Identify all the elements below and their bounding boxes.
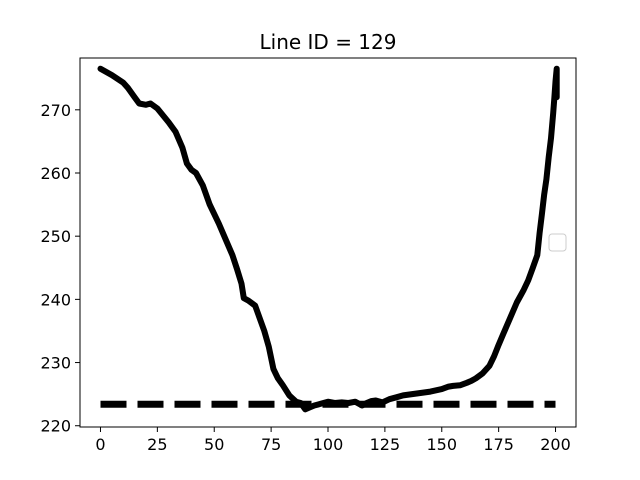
x-tick-label: 75 [261, 435, 281, 454]
x-tick-label: 150 [426, 435, 457, 454]
chart-title: Line ID = 129 [260, 30, 397, 54]
y-tick-label: 230 [40, 354, 71, 373]
series-layer [97, 65, 560, 413]
y-axis: 220 230 240 250 260 270 [40, 101, 80, 436]
y-tick-label: 260 [40, 164, 71, 183]
x-tick-label: 175 [483, 435, 514, 454]
y-tick-label: 270 [40, 101, 71, 120]
x-tick-label: 25 [147, 435, 167, 454]
plot-area-frame [79, 57, 577, 428]
profile-line [97, 65, 560, 413]
x-tick-label: 200 [540, 435, 571, 454]
y-tick-label: 250 [40, 227, 71, 246]
x-tick-label: 0 [95, 435, 105, 454]
x-tick-label: 100 [313, 435, 344, 454]
x-axis: 0 25 50 75 100 125 150 175 200 [95, 427, 571, 454]
y-tick-label: 240 [40, 290, 71, 309]
x-tick-label: 125 [370, 435, 401, 454]
legend-box [548, 233, 567, 252]
x-tick-label: 50 [204, 435, 224, 454]
y-tick-label: 220 [40, 417, 71, 436]
